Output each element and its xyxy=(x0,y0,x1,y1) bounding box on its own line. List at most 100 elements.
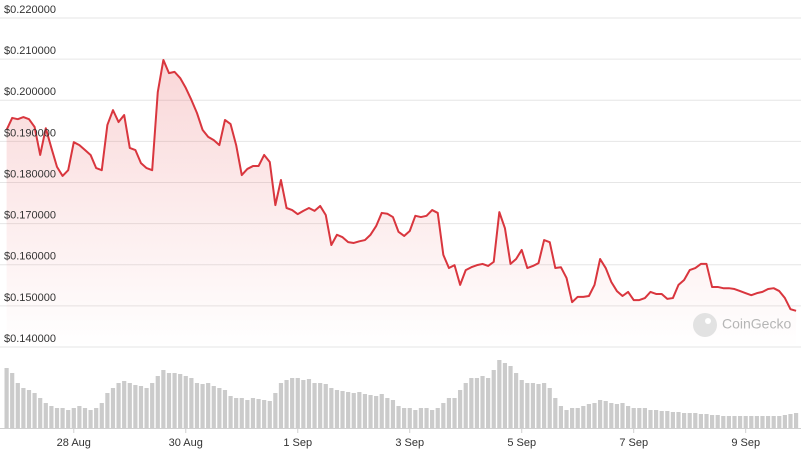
volume-bar xyxy=(262,400,267,428)
volume-bar xyxy=(665,411,670,428)
volume-bar xyxy=(765,416,771,428)
volume-bar xyxy=(737,416,743,428)
volume-bar xyxy=(323,384,328,428)
volume-bar xyxy=(474,378,480,428)
volume-bar xyxy=(603,401,608,428)
price-line xyxy=(5,58,797,312)
volume-bar xyxy=(508,366,513,428)
volume-bar xyxy=(626,406,631,428)
volume-bar xyxy=(732,416,737,428)
volume-bar xyxy=(435,408,440,428)
volume-bar xyxy=(110,388,116,428)
y-tick-label: $0.140000 xyxy=(4,333,56,345)
volume-bar xyxy=(491,370,496,428)
volume-bar xyxy=(133,385,138,428)
watermark-logo xyxy=(693,313,717,337)
volume-bar xyxy=(222,390,228,428)
volume-bar xyxy=(676,412,681,428)
volume-bar xyxy=(693,413,698,428)
volume-bar xyxy=(189,378,194,428)
volume-bar xyxy=(385,398,390,428)
volume-bar xyxy=(43,403,48,428)
volume-bar xyxy=(642,408,648,428)
volume-bar xyxy=(88,410,93,428)
volume-bar xyxy=(256,399,261,428)
volume-bar xyxy=(654,410,659,428)
volume-bar xyxy=(570,408,575,428)
volume-bar xyxy=(424,408,429,428)
volume-bar xyxy=(698,414,703,428)
axes: $0.220000 $0.210000 $0.200000 $0.190000 $0.1… xyxy=(0,4,801,449)
volume-bar xyxy=(771,416,776,428)
volume-bar xyxy=(329,388,334,428)
volume-bar xyxy=(598,400,603,428)
volume-bar xyxy=(60,408,65,428)
volume-bar xyxy=(681,413,687,428)
volume-bar xyxy=(536,384,541,428)
volume-bar xyxy=(480,376,485,428)
y-tick-label: $0.170000 xyxy=(4,210,56,222)
watermark: CoinGecko xyxy=(693,313,791,337)
volume-bar xyxy=(250,398,256,428)
volume-bar xyxy=(659,411,664,428)
volume-bar xyxy=(77,406,82,428)
volume-bar xyxy=(94,408,99,428)
volume-bar xyxy=(116,383,121,428)
volume-bar xyxy=(150,383,155,428)
volume-bars xyxy=(4,360,799,428)
volume-bar xyxy=(357,392,362,428)
y-tick-label: $0.200000 xyxy=(4,86,56,98)
price-line xyxy=(5,58,797,347)
volume-bar xyxy=(614,404,620,428)
volume-bar xyxy=(351,393,356,428)
volume-bar xyxy=(4,368,9,428)
y-tick-label: $0.220000 xyxy=(4,4,56,16)
watermark-text: CoinGecko xyxy=(722,316,791,332)
volume-bar xyxy=(721,416,726,428)
volume-bar xyxy=(127,383,132,428)
y-tick-label: $0.160000 xyxy=(4,251,56,263)
volume-bar xyxy=(144,388,149,428)
volume-bar xyxy=(267,401,272,428)
volume-bar xyxy=(32,393,37,428)
volume-bar xyxy=(71,408,76,428)
volume-bar xyxy=(138,386,144,428)
volume-bar xyxy=(530,383,536,428)
volume-bar xyxy=(295,378,300,428)
volume-bar xyxy=(49,406,54,428)
volume-bar xyxy=(239,398,244,428)
volume-bar xyxy=(10,373,15,428)
volume-bar xyxy=(368,395,373,428)
volume-bar xyxy=(514,373,519,428)
volume-bar xyxy=(648,410,653,428)
volume-bar xyxy=(497,360,502,428)
volume-bar xyxy=(609,403,614,428)
volume-bar xyxy=(441,403,446,428)
volume-bar xyxy=(553,398,558,428)
volume-bar xyxy=(463,383,468,428)
volume-bar xyxy=(234,398,239,428)
volume-bar xyxy=(726,416,731,428)
volume-bar xyxy=(82,408,88,428)
volume-bar xyxy=(374,396,379,428)
volume-bar xyxy=(760,416,765,428)
volume-bar xyxy=(525,383,530,428)
volume-bar xyxy=(278,383,284,428)
volume-bar xyxy=(379,394,384,428)
volume-bar xyxy=(413,410,418,428)
volume-bar xyxy=(519,380,524,428)
volume-bar xyxy=(217,388,222,428)
volume-bar xyxy=(183,376,188,428)
volume-bar xyxy=(564,410,569,428)
volume-bar xyxy=(194,383,200,428)
y-tick-label: $0.180000 xyxy=(4,168,56,180)
x-tick-label: 9 Sep xyxy=(731,437,760,449)
x-tick-label: 1 Sep xyxy=(283,437,312,449)
volume-bar xyxy=(312,383,317,428)
volume-bar xyxy=(200,384,205,428)
volume-bar xyxy=(418,408,424,428)
x-tick-label: 3 Sep xyxy=(395,437,424,449)
volume-bar xyxy=(709,415,715,428)
volume-bar xyxy=(715,415,720,428)
